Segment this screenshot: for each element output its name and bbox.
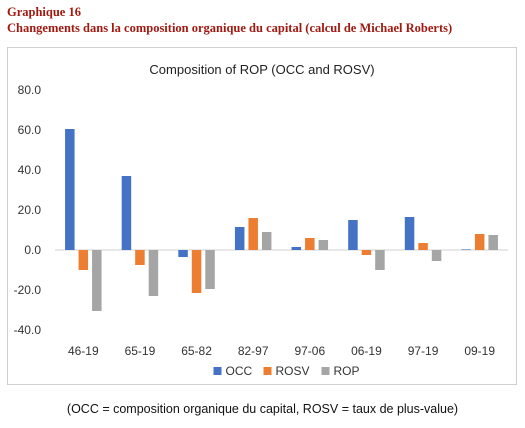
x-tick-label: 65-82	[181, 344, 212, 358]
bar-occ-65-19	[121, 176, 132, 250]
caption: (OCC = composition organique du capital,…	[66, 402, 459, 416]
chart: Composition of ROP (OCC and ROSV) -40.0 -…	[14, 62, 508, 378]
y-tick-label: -20.0	[14, 283, 42, 297]
bar-rop-65-19	[148, 250, 159, 296]
y-tick-label: -40.0	[14, 323, 42, 337]
bar-rop-82-97	[261, 232, 272, 250]
legend-swatch-occ	[213, 367, 222, 375]
y-tick-label: 80.0	[18, 83, 42, 97]
y-tick-label: 40.0	[18, 163, 42, 177]
bar-rop-97-19	[431, 250, 442, 261]
graph-subtitle: Changements dans la composition organiqu…	[7, 21, 453, 35]
y-tick-label: 20.0	[18, 203, 42, 217]
chart-container: Composition of ROP (OCC and ROSV) -40.0 -…	[7, 47, 517, 385]
x-tick-label: 97-06	[294, 344, 325, 358]
bar-occ-09-19	[461, 249, 471, 250]
bar-occ-46-19	[65, 129, 75, 250]
bar-rop-46-19	[92, 250, 102, 311]
legend-label-occ: OCC	[226, 364, 253, 378]
bar-rop-65-82	[205, 250, 215, 289]
x-tick-label: 82-97	[238, 344, 269, 358]
bar-occ-97-06	[291, 247, 302, 250]
bar-rosv-97-19	[418, 243, 428, 250]
bar-occ-65-82	[178, 250, 188, 257]
bar-rop-06-19	[375, 250, 385, 270]
bar-rosv-46-19	[78, 250, 89, 270]
x-tick-label: 46-19	[68, 344, 99, 358]
bar-rosv-06-19	[361, 250, 372, 255]
x-tick-label: 06-19	[351, 344, 382, 358]
legend-label-rop: ROP	[334, 364, 360, 378]
graph-label: Graphique 16	[7, 5, 81, 19]
y-tick-label: 0.0	[24, 243, 41, 257]
bar-rosv-09-19	[474, 234, 485, 250]
chart-title: Composition of ROP (OCC and ROSV)	[149, 62, 374, 77]
legend-swatch-rop	[321, 367, 330, 375]
x-tick-label: 97-19	[408, 344, 439, 358]
bar-rop-09-19	[488, 235, 498, 250]
legend-label-rosv: ROSV	[276, 364, 310, 378]
bar-occ-82-97	[234, 227, 245, 250]
legend-swatch-rosv	[263, 367, 272, 375]
bar-rosv-82-97	[248, 218, 258, 250]
bar-occ-97-19	[404, 217, 415, 250]
bar-rosv-97-06	[305, 238, 315, 250]
y-tick-label: 60.0	[18, 123, 42, 137]
bar-rosv-65-82	[191, 250, 202, 293]
x-tick-label: 65-19	[125, 344, 156, 358]
x-tick-label: 09-19	[464, 344, 495, 358]
bar-rop-97-06	[318, 240, 329, 250]
bar-rosv-65-19	[135, 250, 145, 265]
bar-occ-06-19	[348, 220, 358, 250]
